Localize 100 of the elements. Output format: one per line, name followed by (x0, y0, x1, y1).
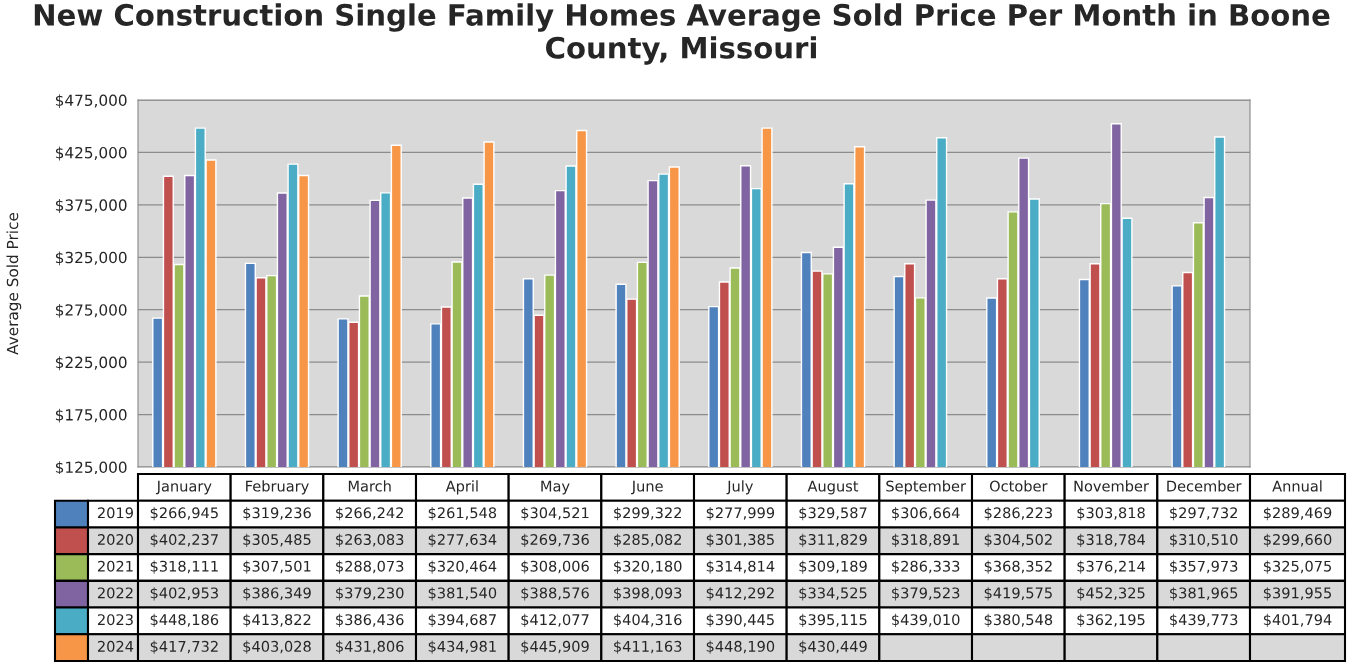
data-label: $379,523 (892, 587, 960, 601)
data-label: $269,736 (521, 533, 589, 547)
data-label: $390,445 (706, 613, 774, 628)
data-label: $439,010 (892, 613, 960, 628)
data-label: $297,732 (1170, 507, 1237, 521)
data-label: $309,189 (799, 560, 867, 574)
data-label: $448,190 (706, 640, 775, 654)
data-label: $329,587 (799, 507, 867, 521)
data-label: $306,664 (892, 507, 960, 521)
data-label: $368,352 (984, 560, 1052, 574)
data-label: $388,576 (521, 587, 589, 601)
x-tick-label: February (246, 480, 309, 495)
data-label: $310,510 (1170, 533, 1238, 547)
legend-label: 2022 (97, 587, 133, 599)
y-tick-label: $375,000 (55, 199, 127, 213)
legend-label: 2023 (97, 614, 133, 626)
data-label: $334,525 (799, 587, 867, 601)
x-tick-label: March (348, 480, 391, 492)
data-label: $402,953 (150, 587, 218, 601)
data-label: $320,464 (428, 560, 497, 574)
data-label: $303,818 (1077, 507, 1145, 521)
data-label: $381,965 (1170, 587, 1238, 601)
data-label: $286,333 (892, 560, 960, 574)
legend-label: 2024 (97, 640, 134, 652)
data-label: $386,349 (243, 587, 311, 601)
legend-label: 2020 (97, 533, 134, 546)
y-tick-label: $475,000 (55, 94, 127, 109)
data-label: $299,322 (614, 507, 681, 521)
data-label: $445,909 (521, 640, 589, 654)
data-label: $430,449 (799, 640, 867, 654)
data-label: $434,981 (428, 640, 496, 654)
legend-label: 2021 (97, 560, 133, 572)
data-label: $304,521 (521, 507, 589, 521)
data-label: $417,732 (150, 640, 218, 654)
x-tick-label: January (155, 480, 212, 495)
data-label: $448,186 (150, 613, 219, 628)
x-tick-label: May (541, 480, 570, 495)
data-label: $305,485 (243, 533, 311, 547)
data-label: $319,236 (243, 507, 311, 521)
data-label: $261,548 (428, 507, 497, 521)
data-label: $403,028 (243, 640, 311, 654)
data-label: $379,230 (336, 587, 404, 601)
data-label: $288,073 (336, 560, 404, 574)
y-tick-label: $125,000 (55, 461, 127, 476)
legend-label: 2019 (97, 507, 133, 519)
data-label: $263,083 (336, 533, 404, 547)
x-tick-label: June (631, 480, 663, 495)
data-label: $412,077 (521, 613, 589, 628)
data-label: $286,223 (984, 507, 1052, 521)
data-label: $318,891 (892, 533, 960, 547)
data-label: $285,082 (614, 533, 681, 547)
y-tick-label: $325,000 (55, 251, 127, 266)
x-tick-label: April (445, 480, 478, 495)
data-label: $308,006 (521, 560, 589, 574)
data-label: $301,385 (706, 533, 774, 547)
data-label: $304,502 (984, 533, 1052, 547)
data-label: $266,945 (150, 507, 218, 521)
text: $325,075 (1263, 560, 1332, 574)
text: $401,794 (1263, 613, 1332, 628)
y-tick-label: $425,000 (55, 146, 127, 161)
data-label: $412,292 (706, 587, 774, 601)
text: $299,660 (1263, 533, 1332, 547)
data-label: $362,195 (1077, 613, 1145, 628)
y-tick-label: $225,000 (55, 356, 127, 371)
data-label: $314,814 (706, 560, 775, 574)
x-tick-label: October (989, 480, 1048, 492)
y-tick-label: $275,000 (55, 303, 127, 318)
chart-title: New Construction Single Family Homes Average Sold Price Per Month in Boone County, Missouri (34, 3, 1330, 65)
data-label: $381,540 (428, 587, 497, 601)
data-label: $277,999 (706, 507, 775, 521)
data-label: $398,093 (614, 587, 682, 601)
data-label: $311,829 (799, 533, 867, 547)
data-label: $452,325 (1077, 587, 1145, 601)
data-label: $380,548 (984, 613, 1053, 628)
data-label: $402,237 (150, 533, 218, 547)
x-tick-label: November (1074, 480, 1149, 492)
data-label: $307,501 (243, 560, 311, 574)
data-label: $277,634 (428, 533, 497, 547)
data-label: $413,822 (243, 613, 311, 628)
data-label: $318,784 (1077, 533, 1145, 547)
text: $391,955 (1263, 587, 1332, 601)
data-label: $320,180 (614, 560, 682, 574)
data-label: $394,687 (428, 613, 496, 628)
data-label: $439,773 (1170, 613, 1238, 628)
data-label: $266,242 (336, 507, 403, 521)
data-label: $404,316 (614, 613, 682, 628)
y-tick-label: $175,000 (55, 408, 127, 423)
y-axis-title: Average Sold Price (6, 212, 22, 355)
data-label: $318,111 (150, 560, 218, 574)
x-tick-label: August (807, 480, 859, 495)
x-tick-label: December (1167, 480, 1242, 492)
data-label: $376,214 (1077, 560, 1145, 574)
data-label: $431,806 (336, 640, 404, 654)
x-tick-label: July (726, 480, 754, 495)
text: $289,469 (1263, 507, 1332, 521)
data-label: $357,973 (1170, 560, 1238, 574)
x-tick-label: September (886, 480, 966, 495)
data-label: $386,436 (336, 613, 404, 628)
data-label: $411,163 (614, 640, 682, 654)
text: Annual (1272, 480, 1322, 492)
